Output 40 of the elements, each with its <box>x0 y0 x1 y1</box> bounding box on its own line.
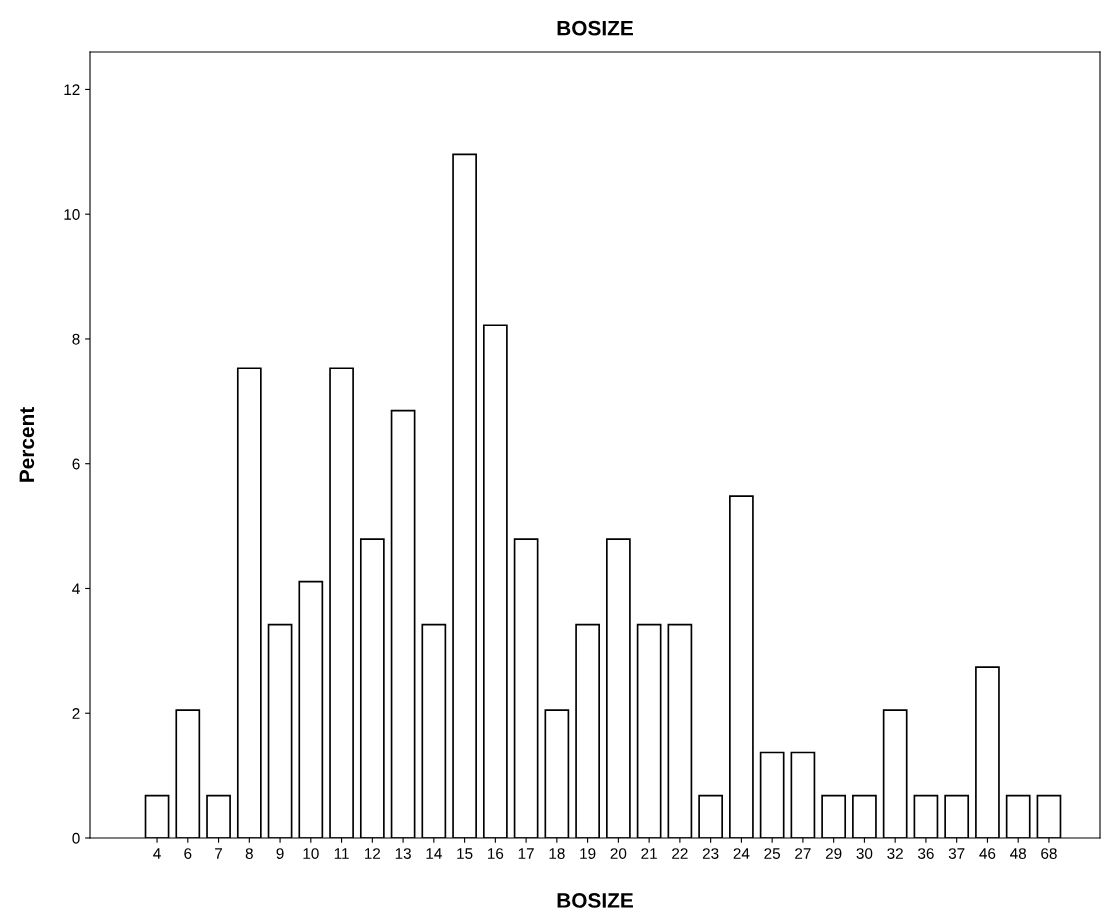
x-tick-label: 8 <box>245 848 253 859</box>
x-tick-label: 4 <box>153 848 161 859</box>
y-tick-label: 8 <box>72 333 80 345</box>
x-tick-label: 27 <box>795 848 811 859</box>
x-tick-label: 20 <box>610 848 627 859</box>
x-tick-label: 10 <box>303 848 319 859</box>
x-tick-label: 6 <box>184 848 192 859</box>
x-axis-title: BOSIZE <box>557 893 633 908</box>
x-tick-label: 32 <box>887 848 903 859</box>
x-tick-label: 36 <box>918 848 934 859</box>
x-tick-label: 14 <box>426 848 442 859</box>
x-tick-label: 68 <box>1041 848 1057 859</box>
y-axis-title: Percent <box>19 407 35 482</box>
x-tick-label: 23 <box>702 848 719 859</box>
x-tick-label: 18 <box>549 848 565 859</box>
x-tick-label: 25 <box>764 848 781 859</box>
x-tick-label: 30 <box>856 848 873 859</box>
y-tick-label: 4 <box>72 583 80 595</box>
x-tick-label: 48 <box>1010 848 1027 859</box>
x-tick-label: 24 <box>733 848 750 859</box>
x-tick-label: 22 <box>672 848 688 859</box>
y-tick-label: 2 <box>72 708 80 719</box>
x-tick-label: 46 <box>979 848 996 859</box>
x-tick-label: 37 <box>948 848 965 859</box>
x-tick-label: 16 <box>488 848 504 859</box>
x-tick-label: 19 <box>580 848 596 859</box>
chart-title: BOSIZE <box>557 20 633 36</box>
x-tick-label: 21 <box>641 848 657 859</box>
y-tick-label: 6 <box>72 458 80 470</box>
x-tick-label: 29 <box>825 848 842 859</box>
x-tick-label: 11 <box>334 848 349 859</box>
x-tick-label: 15 <box>457 848 473 859</box>
x-tick-label: 17 <box>518 848 534 859</box>
y-tick-label: 12 <box>64 84 80 95</box>
x-tick-label: 12 <box>365 848 381 859</box>
x-tick-label: 9 <box>276 848 284 859</box>
x-tick-label: 13 <box>395 848 411 859</box>
x-tick-label: 7 <box>215 848 223 859</box>
y-tick-label: 0 <box>72 832 80 844</box>
y-tick-label: 10 <box>64 209 80 220</box>
